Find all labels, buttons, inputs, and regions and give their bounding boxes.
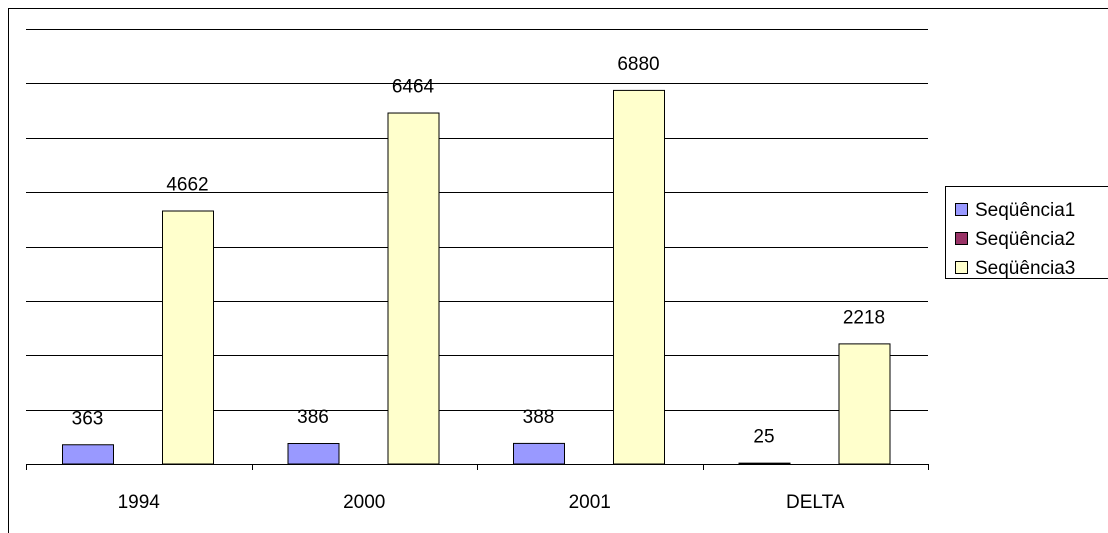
bar-seq-ncia1-2000 [287, 443, 340, 465]
data-label: 386 [297, 407, 329, 428]
legend-swatch [955, 203, 968, 216]
x-axis: 1994 2000 2001 DELTA [26, 464, 929, 513]
legend-swatch [955, 232, 968, 245]
x-tick-label: 2000 [343, 492, 385, 513]
legend-box [945, 186, 1108, 279]
bar-seq-ncia1-delta [738, 462, 791, 465]
x-tick-label: 1994 [118, 492, 161, 513]
x-tick-label: DELTA [786, 492, 845, 513]
legend: Seqüência1 Seqüência2 Seqüência3 [945, 186, 1108, 279]
data-label: 2218 [843, 307, 885, 328]
bar-seq-ncia3-2001 [613, 89, 665, 465]
legend-label: Seqüência2 [975, 229, 1075, 250]
bar-seq-ncia3-2000 [387, 112, 440, 465]
bar-seq-ncia3-delta [838, 343, 891, 465]
data-label: 6880 [617, 54, 659, 75]
bar-seq-ncia1-2001 [513, 442, 565, 465]
bar-seq-ncia1-1994 [62, 444, 114, 465]
chart-frame [8, 8, 1108, 533]
data-label: 6464 [392, 77, 435, 98]
bar-seq-ncia3-1994 [162, 210, 214, 465]
bars [62, 89, 891, 465]
legend-swatch [955, 261, 968, 274]
x-tick-label: 2001 [569, 492, 611, 513]
data-labels: 363 4662 386 6464 388 6880 25 2218 [72, 54, 885, 448]
data-label: 25 [753, 427, 774, 448]
legend-label: Seqüência3 [975, 258, 1075, 279]
data-label: 363 [72, 408, 104, 429]
legend-label: Seqüência1 [975, 200, 1075, 221]
gridlines [26, 29, 928, 411]
data-label: 4662 [166, 175, 208, 196]
data-label: 388 [523, 407, 555, 428]
